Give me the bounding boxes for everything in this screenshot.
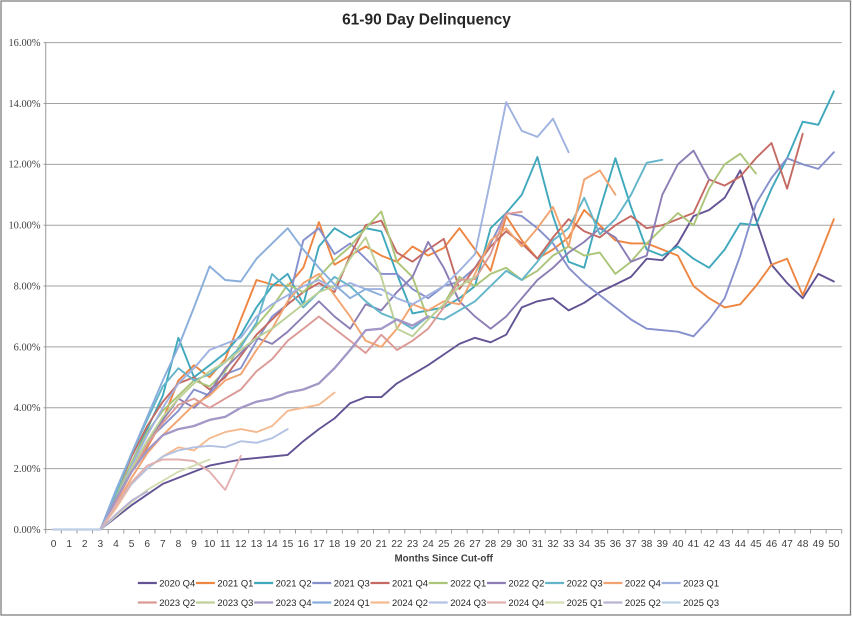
svg-text:41: 41: [688, 539, 700, 550]
svg-text:2022 Q3: 2022 Q3: [567, 577, 603, 588]
svg-text:10.00%: 10.00%: [8, 221, 40, 232]
svg-text:61-90 Day Delinquency: 61-90 Day Delinquency: [342, 12, 511, 29]
svg-text:2023 Q2: 2023 Q2: [159, 597, 195, 608]
svg-text:2024 Q2: 2024 Q2: [392, 597, 428, 608]
svg-text:8: 8: [176, 539, 182, 550]
svg-text:2023 Q1: 2023 Q1: [683, 577, 719, 588]
svg-text:14.00%: 14.00%: [8, 99, 40, 110]
svg-text:2022 Q4: 2022 Q4: [625, 577, 661, 588]
svg-text:2023 Q3: 2023 Q3: [217, 597, 253, 608]
svg-text:2024 Q3: 2024 Q3: [450, 597, 486, 608]
svg-text:2024 Q4: 2024 Q4: [508, 597, 544, 608]
svg-text:13: 13: [251, 539, 263, 550]
svg-text:40: 40: [672, 539, 684, 550]
svg-text:46: 46: [766, 539, 778, 550]
svg-text:10: 10: [204, 539, 216, 550]
svg-text:2025 Q3: 2025 Q3: [683, 597, 719, 608]
svg-text:12: 12: [235, 539, 247, 550]
svg-text:2021 Q3: 2021 Q3: [334, 577, 370, 588]
svg-text:14: 14: [266, 539, 278, 550]
svg-text:0: 0: [51, 539, 57, 550]
svg-text:47: 47: [781, 539, 793, 550]
svg-text:19: 19: [344, 539, 356, 550]
svg-text:28: 28: [485, 539, 497, 550]
svg-text:22: 22: [391, 539, 403, 550]
svg-text:31: 31: [532, 539, 544, 550]
svg-text:21: 21: [376, 539, 388, 550]
svg-text:6: 6: [144, 539, 150, 550]
svg-text:43: 43: [719, 539, 731, 550]
svg-text:17: 17: [313, 539, 325, 550]
svg-text:49: 49: [813, 539, 825, 550]
svg-text:26: 26: [454, 539, 466, 550]
svg-text:12.00%: 12.00%: [8, 160, 40, 171]
svg-text:2020 Q4: 2020 Q4: [159, 577, 195, 588]
svg-text:48: 48: [797, 539, 809, 550]
svg-text:15: 15: [282, 539, 294, 550]
svg-text:2025 Q1: 2025 Q1: [567, 597, 603, 608]
svg-text:3: 3: [98, 539, 104, 550]
svg-text:25: 25: [438, 539, 450, 550]
svg-text:38: 38: [641, 539, 653, 550]
svg-text:1: 1: [66, 539, 72, 550]
svg-text:29: 29: [501, 539, 513, 550]
svg-text:23: 23: [407, 539, 419, 550]
svg-text:4.00%: 4.00%: [14, 403, 41, 414]
svg-text:50: 50: [828, 539, 840, 550]
svg-text:6.00%: 6.00%: [14, 342, 41, 353]
svg-text:2021 Q4: 2021 Q4: [392, 577, 428, 588]
svg-text:2022 Q1: 2022 Q1: [450, 577, 486, 588]
svg-text:5: 5: [129, 539, 135, 550]
svg-text:18: 18: [329, 539, 341, 550]
svg-text:2.00%: 2.00%: [14, 464, 41, 475]
svg-text:34: 34: [579, 539, 591, 550]
svg-text:33: 33: [563, 539, 575, 550]
svg-text:2024 Q1: 2024 Q1: [334, 597, 370, 608]
svg-text:36: 36: [610, 539, 622, 550]
svg-text:2022 Q2: 2022 Q2: [508, 577, 544, 588]
svg-text:20: 20: [360, 539, 372, 550]
svg-text:9: 9: [191, 539, 197, 550]
svg-text:4: 4: [113, 539, 119, 550]
svg-text:16.00%: 16.00%: [8, 38, 40, 49]
svg-text:2: 2: [82, 539, 88, 550]
svg-text:45: 45: [750, 539, 762, 550]
svg-text:2021 Q1: 2021 Q1: [217, 577, 253, 588]
svg-text:37: 37: [625, 539, 637, 550]
svg-text:16: 16: [298, 539, 310, 550]
svg-text:42: 42: [703, 539, 715, 550]
svg-text:30: 30: [516, 539, 528, 550]
svg-text:32: 32: [547, 539, 559, 550]
svg-text:2023 Q4: 2023 Q4: [276, 597, 312, 608]
svg-text:Months Since Cut-off: Months Since Cut-off: [394, 554, 493, 565]
svg-text:2025 Q2: 2025 Q2: [625, 597, 661, 608]
svg-text:44: 44: [735, 539, 747, 550]
svg-text:24: 24: [422, 539, 434, 550]
svg-text:11: 11: [220, 539, 231, 550]
svg-text:8.00%: 8.00%: [14, 281, 41, 292]
svg-text:0.00%: 0.00%: [14, 525, 41, 536]
svg-text:35: 35: [594, 539, 606, 550]
svg-text:39: 39: [657, 539, 669, 550]
svg-text:27: 27: [469, 539, 481, 550]
svg-text:7: 7: [160, 539, 166, 550]
svg-text:2021 Q2: 2021 Q2: [276, 577, 312, 588]
